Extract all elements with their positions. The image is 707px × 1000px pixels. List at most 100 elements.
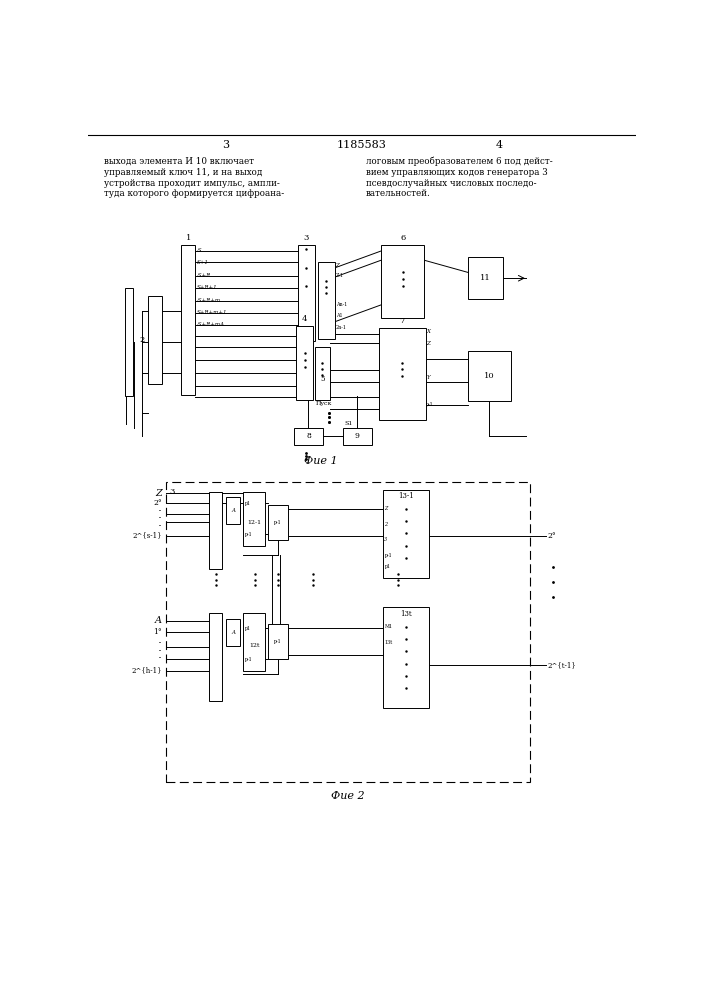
Bar bbox=[268, 624, 288, 659]
Bar bbox=[209, 613, 223, 701]
Text: 4: 4 bbox=[302, 315, 308, 323]
Bar bbox=[293, 428, 323, 445]
Text: 3: 3 bbox=[222, 140, 229, 150]
Text: псевдослучайных числовых последо-: псевдослучайных числовых последо- bbox=[366, 179, 537, 188]
Text: 9: 9 bbox=[355, 432, 360, 440]
Text: p-1: p-1 bbox=[245, 656, 252, 662]
Text: 3: 3 bbox=[170, 488, 175, 496]
Text: 3: 3 bbox=[303, 234, 309, 242]
Text: Z: Z bbox=[336, 263, 339, 268]
Text: p1: p1 bbox=[245, 626, 251, 631]
Text: Z: Z bbox=[385, 506, 388, 511]
Text: Фие 2: Фие 2 bbox=[331, 791, 365, 801]
Text: ·S: ·S bbox=[197, 248, 202, 253]
Text: 6: 6 bbox=[400, 234, 405, 242]
Text: S+R+m+1: S+R+m+1 bbox=[197, 310, 228, 315]
Text: X: X bbox=[426, 329, 430, 334]
Text: p1: p1 bbox=[385, 564, 390, 569]
Text: 10: 10 bbox=[484, 372, 495, 380]
Text: p-1: p-1 bbox=[245, 532, 252, 537]
Text: 13-1: 13-1 bbox=[398, 492, 414, 500]
Text: 2: 2 bbox=[385, 522, 387, 527]
Text: 12t: 12t bbox=[249, 643, 259, 648]
Bar bbox=[243, 613, 265, 671]
Text: ·S+R+m: ·S+R+m bbox=[197, 298, 221, 303]
Text: 3: 3 bbox=[385, 537, 387, 542]
Text: Фие 1: Фие 1 bbox=[304, 456, 338, 466]
Text: ·: · bbox=[158, 637, 162, 650]
Bar bbox=[226, 619, 240, 646]
Text: 2°: 2° bbox=[153, 499, 162, 507]
Bar bbox=[125, 288, 132, 396]
Text: управляемый ключ 11, и на выход: управляемый ключ 11, и на выход bbox=[104, 168, 262, 177]
Text: p-1: p-1 bbox=[426, 402, 434, 407]
Text: 2^{t-1}: 2^{t-1} bbox=[547, 661, 576, 669]
Bar bbox=[268, 505, 288, 540]
Text: Z-1: Z-1 bbox=[336, 273, 344, 278]
Text: p1: p1 bbox=[245, 501, 251, 506]
Bar bbox=[182, 245, 195, 395]
Text: вательностей.: вательностей. bbox=[366, 189, 431, 198]
Text: 2n-1: 2n-1 bbox=[336, 325, 346, 330]
Text: Z: Z bbox=[426, 341, 430, 346]
Text: ·S+R: ·S+R bbox=[197, 273, 211, 278]
Bar bbox=[226, 497, 240, 524]
Text: S+1: S+1 bbox=[197, 260, 209, 265]
Bar bbox=[379, 328, 426, 420]
Text: ·: · bbox=[158, 652, 162, 666]
Text: Пуск: Пуск bbox=[315, 401, 332, 406]
Text: p-1: p-1 bbox=[274, 639, 281, 644]
Text: S+R+1: S+R+1 bbox=[197, 285, 218, 290]
Bar bbox=[317, 262, 335, 339]
Text: p-1: p-1 bbox=[385, 553, 392, 558]
Text: 13t: 13t bbox=[400, 610, 412, 618]
Text: вием управляющих кодов генератора 3: вием управляющих кодов генератора 3 bbox=[366, 168, 548, 177]
Text: A: A bbox=[231, 630, 235, 635]
Text: A: A bbox=[155, 616, 162, 625]
Text: 2: 2 bbox=[140, 336, 145, 344]
Text: M1: M1 bbox=[385, 624, 392, 629]
Text: Y: Y bbox=[426, 375, 430, 380]
Text: ·S+R+mA: ·S+R+mA bbox=[197, 322, 225, 327]
Text: выхода элемента И 10 включает: выхода элемента И 10 включает bbox=[104, 157, 254, 166]
Text: 12-1: 12-1 bbox=[247, 520, 262, 525]
Text: 1: 1 bbox=[186, 234, 191, 242]
Text: 8: 8 bbox=[306, 432, 311, 440]
Text: 1185583: 1185583 bbox=[337, 140, 387, 150]
Text: 2^{h-1}: 2^{h-1} bbox=[132, 667, 162, 675]
Bar bbox=[148, 296, 162, 384]
Text: A: A bbox=[231, 508, 235, 513]
Text: 1°: 1° bbox=[153, 628, 162, 636]
Bar bbox=[468, 351, 510, 401]
Bar bbox=[468, 257, 503, 299]
Text: 13t: 13t bbox=[385, 640, 392, 645]
Text: p-1: p-1 bbox=[274, 520, 281, 525]
Bar bbox=[298, 245, 315, 341]
Bar bbox=[296, 326, 313, 400]
Text: ·: · bbox=[158, 645, 162, 658]
Bar bbox=[166, 482, 530, 782]
Bar bbox=[383, 490, 429, 578]
Bar bbox=[209, 492, 223, 569]
Text: туда которого формируется цифроана-: туда которого формируется цифроана- bbox=[104, 189, 284, 198]
Bar bbox=[243, 492, 265, 546]
Text: 2^{s-1}: 2^{s-1} bbox=[132, 532, 162, 540]
Text: Z: Z bbox=[156, 489, 162, 498]
Text: логовым преобразователем 6 под дейст-: логовым преобразователем 6 под дейст- bbox=[366, 157, 553, 166]
Bar bbox=[383, 607, 429, 708]
Text: ·: · bbox=[158, 505, 162, 518]
Text: 7: 7 bbox=[399, 317, 405, 325]
Bar bbox=[381, 245, 424, 318]
Text: устройства проходит импульс, ампли-: устройства проходит импульс, ампли- bbox=[104, 179, 280, 188]
Bar bbox=[343, 428, 372, 445]
Bar bbox=[315, 347, 330, 400]
Text: 11: 11 bbox=[480, 274, 491, 282]
Text: 4: 4 bbox=[496, 140, 503, 150]
Text: ·: · bbox=[158, 520, 162, 533]
Text: S1: S1 bbox=[344, 421, 353, 426]
Text: 5: 5 bbox=[320, 375, 325, 383]
Text: A1: A1 bbox=[336, 313, 342, 318]
Text: 2°: 2° bbox=[547, 532, 556, 540]
Text: ·: · bbox=[158, 512, 162, 525]
Text: An-1: An-1 bbox=[336, 302, 347, 307]
